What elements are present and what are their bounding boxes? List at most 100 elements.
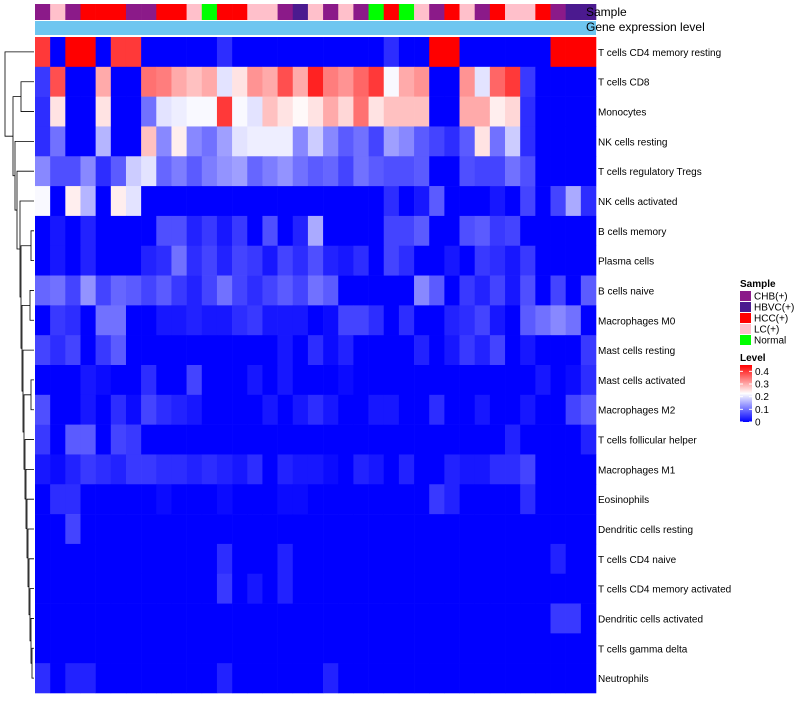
heatmap-cell [383, 454, 400, 485]
heatmap-cell [414, 484, 430, 515]
heatmap-cell [444, 514, 460, 545]
heatmap-cell [383, 245, 400, 276]
heatmap-cell [201, 96, 218, 127]
heatmap-cell [35, 305, 51, 336]
heatmap-cell [338, 156, 354, 187]
heatmap-cell [338, 573, 354, 604]
heatmap-cell [292, 454, 309, 485]
heatmap-cell [520, 305, 536, 336]
heatmap-cell [125, 96, 142, 127]
heatmap-cell [520, 484, 536, 515]
heatmap-cell [307, 573, 324, 604]
heatmap-cell [338, 484, 354, 515]
heatmap-cell [429, 484, 445, 515]
heatmap-cell [323, 424, 339, 455]
heatmap-cell [368, 96, 385, 127]
heatmap-cell [156, 305, 172, 336]
heatmap-cell [292, 66, 309, 97]
heatmap-cell [232, 66, 248, 97]
heatmap-cell [110, 543, 127, 575]
heatmap-cell [141, 484, 157, 515]
heatmap-cell [95, 96, 112, 127]
heatmap-cell [201, 37, 218, 68]
heatmap-cell [65, 424, 81, 455]
colorbar-tick-label: 0.4 [755, 367, 769, 378]
heatmap-cell [156, 126, 172, 157]
heatmap-cell [156, 633, 172, 664]
heatmap-cell [414, 186, 430, 217]
heatmap-cell [35, 96, 51, 127]
heatmap-cell [580, 603, 597, 634]
heatmap-cell [186, 543, 203, 575]
heatmap-cell [474, 335, 491, 366]
heatmap-cell [535, 454, 551, 485]
heatmap-cell [292, 156, 309, 187]
sample-annotation-cell [429, 4, 445, 20]
heatmap-cell [535, 484, 551, 515]
heatmap-cell [580, 365, 597, 396]
heatmap-cell [307, 245, 324, 276]
heatmap-cell [125, 365, 142, 396]
heatmap-cell [65, 186, 81, 217]
heatmap-cell [505, 335, 521, 366]
heatmap-cell [35, 394, 51, 425]
heatmap-cell [125, 394, 142, 425]
heatmap-cell [353, 275, 369, 306]
heatmap-cell [247, 514, 263, 545]
heatmap-cell [353, 484, 369, 515]
heatmap-cell [550, 663, 566, 694]
heatmap-cell [171, 394, 187, 425]
heatmap-cell [398, 186, 415, 217]
heatmap-cell [65, 454, 81, 485]
heatmap-cell [474, 156, 491, 187]
dendrogram-branch [29, 290, 34, 321]
heatmap-cell [414, 454, 430, 485]
heatmap-cell [580, 305, 597, 336]
heatmap-cell [489, 186, 506, 217]
heatmap-cell [80, 543, 96, 575]
heatmap-cell [216, 484, 233, 515]
heatmap-cell [80, 186, 96, 217]
heatmap-cell [580, 573, 597, 604]
heatmap-cell [383, 424, 400, 455]
heatmap-cell [80, 156, 96, 187]
heatmap-cell [414, 573, 430, 604]
heatmap-cell [201, 305, 218, 336]
heatmap-cell [171, 424, 187, 455]
heatmap-cell [429, 365, 445, 396]
heatmap-cell [216, 66, 233, 97]
heatmap-cell [125, 514, 142, 545]
heatmap-cell [353, 633, 369, 664]
heatmap-cell [110, 186, 127, 217]
heatmap-cell [535, 424, 551, 455]
sample-annotation-cell [50, 4, 66, 20]
heatmap-cell [50, 514, 66, 545]
heatmap-cell [277, 543, 294, 575]
legend: Sample CHB(+)HBVC(+)HCC(+)LC(+)Normal Le… [740, 279, 794, 429]
heatmap-cell [156, 365, 172, 396]
row-label: Neutrophils [598, 674, 649, 685]
heatmap-cell [565, 514, 582, 545]
heatmap-cell [383, 156, 400, 187]
heatmap-cell [444, 335, 460, 366]
heatmap-cell [277, 37, 294, 68]
heatmap-cell [323, 603, 339, 634]
sample-annotation-cell [535, 4, 551, 20]
heatmap-cell [323, 156, 339, 187]
heatmap-cell [383, 186, 400, 217]
heatmap-cell [292, 633, 309, 664]
heatmap-cell [35, 454, 51, 485]
heatmap-cell [414, 305, 430, 336]
heatmap-cell [35, 663, 51, 694]
heatmap-cell [201, 186, 218, 217]
heatmap-cell [505, 96, 521, 127]
heatmap-cell [429, 514, 445, 545]
heatmap-cell [368, 186, 385, 217]
heatmap-cell [520, 424, 536, 455]
heatmap-cell [201, 603, 218, 634]
heatmap-cell [489, 454, 506, 485]
heatmap-cell [353, 215, 369, 247]
heatmap-cell [186, 484, 203, 515]
heatmap-cell [125, 126, 142, 157]
heatmap-cell [171, 37, 187, 68]
